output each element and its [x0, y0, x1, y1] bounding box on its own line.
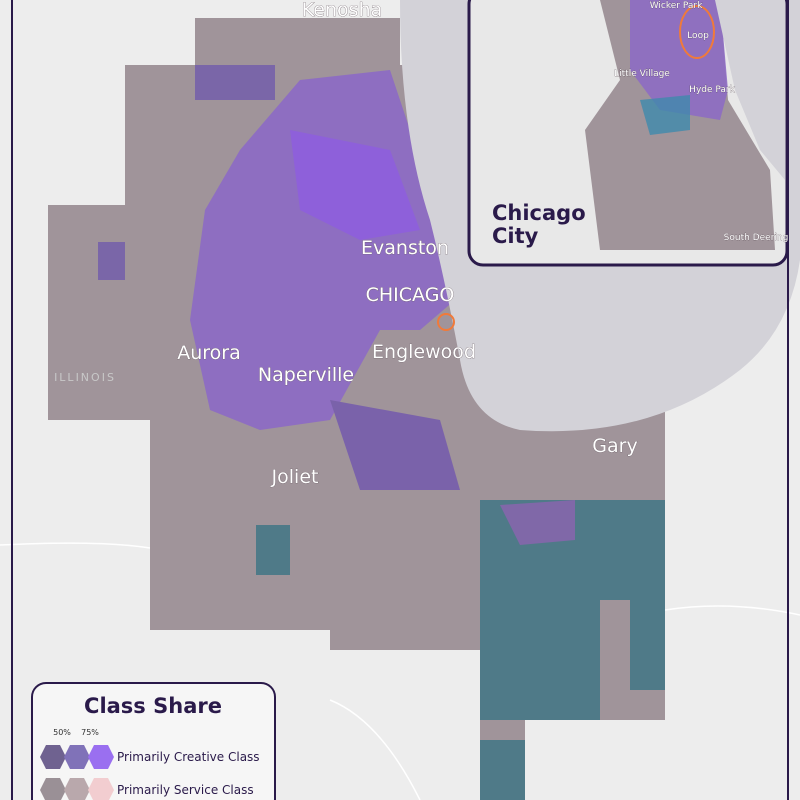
legend-swatch	[88, 778, 114, 800]
city-label: Evanston	[361, 237, 449, 259]
legend-swatch	[40, 778, 66, 800]
inset-title: Chicago	[492, 201, 586, 225]
city-label: Kenosha	[302, 0, 382, 21]
legend-swatch	[64, 745, 90, 769]
city-label: Aurora	[177, 342, 241, 364]
city-label: CHICAGO	[366, 284, 455, 306]
legend-swatch	[40, 745, 66, 769]
inset: Chicago City Wicker Park Loop Little Vil…	[467, 0, 789, 267]
inset-lake	[715, 0, 785, 180]
creative-area	[195, 65, 275, 100]
legend-scale-label: 50%	[53, 728, 71, 737]
creative-area	[500, 500, 575, 545]
city-label: Englewood	[372, 341, 476, 363]
inset-creative	[630, 0, 728, 120]
road	[329, 699, 421, 800]
city-label: Gary	[592, 435, 637, 457]
legend-item: Primarily Creative Class	[117, 750, 260, 764]
creative-area	[98, 242, 125, 280]
inset-label: Loop	[687, 31, 709, 41]
road	[0, 542, 151, 549]
inset-label: Little Village	[614, 69, 670, 79]
city-label: Joliet	[271, 466, 319, 488]
roads	[0, 542, 800, 800]
inset-label: Wicker Park	[650, 1, 703, 11]
legend-scale-label: 75%	[81, 728, 99, 737]
legend-box	[31, 682, 276, 800]
creative-area	[330, 400, 460, 490]
road	[664, 605, 800, 616]
legend-title: Class Share	[84, 694, 222, 718]
city-label: Naperville	[258, 364, 354, 386]
legend-item: Primarily Service Class	[117, 783, 254, 797]
legend: Class Share 50% 75% Primarily Creative C…	[31, 682, 276, 800]
service-area	[480, 740, 525, 800]
state-label: ILLINOIS	[54, 371, 116, 384]
inset-label: Hyde Park	[689, 85, 735, 95]
inset-label: South Deering	[724, 233, 789, 243]
service-area	[480, 500, 665, 720]
inset-title: City	[492, 224, 539, 248]
inset-service	[640, 95, 690, 135]
inset-loop-outline	[679, 5, 715, 59]
loop-outline	[437, 313, 455, 331]
creative-area	[290, 130, 420, 240]
service-area	[256, 525, 290, 575]
legend-swatch	[88, 745, 114, 769]
legend-swatch	[64, 778, 90, 800]
